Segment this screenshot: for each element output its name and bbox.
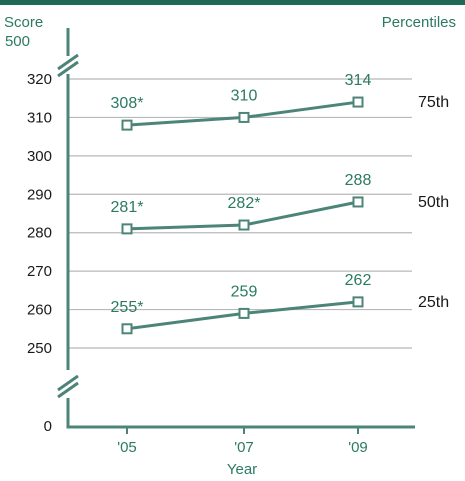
point-75th-1 [238, 111, 250, 123]
series-25th: 255* 259 262 25th [111, 272, 449, 335]
data-label-50th-2: 288 [345, 172, 372, 189]
data-label-75th-0: 308* [111, 95, 144, 112]
y-tick-label-270: 270 [27, 263, 52, 280]
x-tick-label-0: '05 [117, 439, 137, 456]
x-ticks: '05 '07 '09 [117, 427, 368, 456]
y-tick-label-250: 250 [27, 340, 52, 357]
y-zero-label: 0 [44, 418, 52, 435]
y-tick-labels: 250 260 270 280 290 300 310 320 [27, 71, 52, 357]
y-axis-title: Score [4, 14, 43, 31]
data-label-25th-1: 259 [231, 283, 258, 300]
point-50th-0 [121, 223, 133, 235]
y-axis-break-upper-2 [57, 60, 79, 78]
point-50th-1 [238, 219, 250, 231]
y-tick-label-260: 260 [27, 302, 52, 319]
data-label-75th-2: 314 [345, 72, 372, 89]
series-label-50th: 50th [418, 194, 449, 211]
y-tick-label-300: 300 [27, 148, 52, 165]
point-25th-2 [352, 296, 364, 308]
point-75th-2 [352, 96, 364, 108]
y-tick-label-320: 320 [27, 71, 52, 88]
top-accent-bar [0, 0, 465, 5]
series-label-75th: 75th [418, 94, 449, 111]
point-50th-2 [352, 196, 364, 208]
x-tick-label-2: '09 [348, 439, 368, 456]
series-label-25th: 25th [418, 294, 449, 311]
y-break-top-label: 500 [5, 33, 30, 50]
data-label-75th-1: 310 [231, 87, 258, 104]
legend-title: Percentiles [382, 14, 456, 31]
data-label-25th-0: 255* [111, 299, 144, 316]
axes-lower [66, 398, 415, 429]
data-label-50th-1: 282* [228, 195, 261, 212]
y-tick-label-290: 290 [27, 186, 52, 203]
data-label-25th-2: 262 [345, 272, 372, 289]
x-tick-label-1: '07 [234, 439, 254, 456]
y-axis-break-upper [57, 53, 79, 71]
series-75th: 308* 310 314 75th [111, 72, 449, 131]
point-25th-1 [238, 307, 250, 319]
y-tick-label-280: 280 [27, 225, 52, 242]
y-axis-break-lower [57, 374, 79, 392]
y-tick-label-310: 310 [27, 109, 52, 126]
y-axis-break-lower-2 [57, 381, 79, 399]
series-50th: 281* 282* 288 50th [111, 172, 449, 235]
x-axis-title: Year [227, 461, 257, 478]
data-label-50th-0: 281* [111, 199, 144, 216]
point-75th-0 [121, 119, 133, 131]
point-25th-0 [121, 323, 133, 335]
